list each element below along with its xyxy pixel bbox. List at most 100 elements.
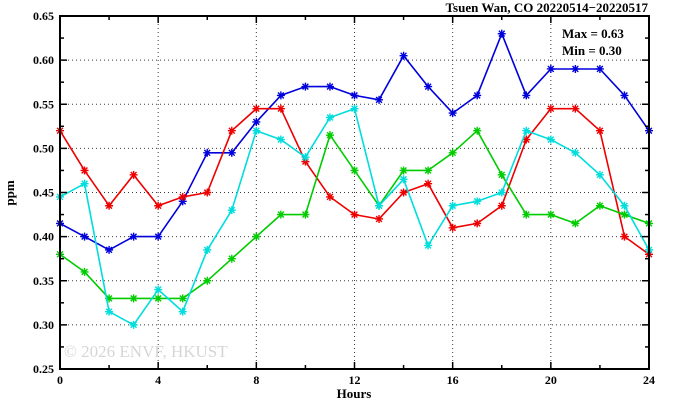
x-tick-label: 20 <box>545 373 557 387</box>
watermark: © 2026 ENVF, HKUST <box>64 342 228 361</box>
series-green-marker <box>203 276 212 285</box>
x-tick-label: 24 <box>643 373 655 387</box>
series-cyan-marker <box>595 170 604 179</box>
series-red-marker <box>620 232 629 241</box>
series-green-marker <box>595 201 604 210</box>
series-blue-marker <box>546 64 555 73</box>
max-annotation: Max = 0.63 <box>562 26 624 41</box>
x-tick-label: 4 <box>155 373 161 387</box>
series-cyan-marker <box>546 135 555 144</box>
series-blue-marker <box>375 95 384 104</box>
series-red-marker <box>448 223 457 232</box>
series-green-marker <box>424 166 433 175</box>
series-red-marker <box>178 192 187 201</box>
series-red-marker <box>350 210 359 219</box>
series-blue-marker <box>620 91 629 100</box>
y-tick-label: 0.50 <box>33 141 54 155</box>
series-blue-marker <box>595 64 604 73</box>
chart-title: Tsuen Wan, CO 20220514−20220517 <box>446 0 649 15</box>
series-cyan-marker <box>497 188 506 197</box>
series-blue-marker <box>424 82 433 91</box>
series-green-marker <box>129 294 138 303</box>
series-blue-marker <box>203 148 212 157</box>
series-green-marker <box>522 210 531 219</box>
y-tick-label: 0.45 <box>33 186 54 200</box>
series-green-marker <box>350 166 359 175</box>
series-red-marker <box>497 201 506 210</box>
series-blue-marker <box>350 91 359 100</box>
x-tick-label: 8 <box>253 373 259 387</box>
series-green-marker <box>154 294 163 303</box>
series-blue-marker <box>178 197 187 206</box>
series-green-marker <box>620 210 629 219</box>
series-blue-marker <box>473 91 482 100</box>
series-green-marker <box>399 166 408 175</box>
series-red-marker <box>375 214 384 223</box>
series-red-marker <box>522 135 531 144</box>
series-blue-marker <box>571 64 580 73</box>
series-cyan-marker <box>301 153 310 162</box>
series-red-marker <box>473 219 482 228</box>
series-cyan-marker <box>325 113 334 122</box>
series-cyan-marker <box>276 135 285 144</box>
series-cyan-marker <box>620 201 629 210</box>
series-blue-marker <box>325 82 334 91</box>
y-tick-label: 0.40 <box>33 230 54 244</box>
series-blue-marker <box>105 245 114 254</box>
series-cyan-marker <box>178 307 187 316</box>
series-red-marker <box>227 126 236 135</box>
gridlines <box>60 16 649 369</box>
series-green-marker <box>252 232 261 241</box>
series-red-marker <box>252 104 261 113</box>
series-cyan-marker <box>105 307 114 316</box>
series-blue-marker <box>399 51 408 60</box>
series-cyan-marker <box>350 104 359 113</box>
series-green-marker <box>325 131 334 140</box>
series-green-marker <box>571 219 580 228</box>
series-green-marker <box>497 170 506 179</box>
series-red-marker <box>105 201 114 210</box>
series-cyan-marker <box>571 148 580 157</box>
series-red-marker <box>154 201 163 210</box>
series-green-marker <box>448 148 457 157</box>
series-red-marker <box>546 104 555 113</box>
series-cyan-marker <box>375 201 384 210</box>
series-red-marker <box>301 157 310 166</box>
series-blue-marker <box>252 117 261 126</box>
series-blue-marker <box>448 109 457 118</box>
series-red-marker <box>595 126 604 135</box>
y-tick-label: 0.35 <box>33 274 54 288</box>
series-blue-marker <box>276 91 285 100</box>
series-blue-marker <box>301 82 310 91</box>
series-green-marker <box>80 267 89 276</box>
series-green-marker <box>546 210 555 219</box>
series-blue-marker <box>154 232 163 241</box>
x-tick-label: 0 <box>57 373 63 387</box>
series-blue-marker <box>129 232 138 241</box>
series-lines <box>56 29 653 329</box>
y-tick-label: 0.65 <box>33 9 54 23</box>
series-red-marker <box>276 104 285 113</box>
series-blue-marker <box>522 91 531 100</box>
series-cyan-marker <box>522 126 531 135</box>
series-green-marker <box>473 126 482 135</box>
x-axis-label: Hours <box>337 386 372 401</box>
series-green-marker <box>227 254 236 263</box>
series-green-marker <box>178 294 187 303</box>
series-cyan-marker <box>424 241 433 250</box>
axes-frame <box>59 15 650 370</box>
series-red-marker <box>424 179 433 188</box>
y-tick-label: 0.55 <box>33 97 54 111</box>
series-blue-marker <box>227 148 236 157</box>
tick-labels: 0.25 0.30 0.35 0.40 0.45 0.50 0.55 0.60 0.65 0 4 8 1… <box>33 9 655 387</box>
x-tick-label: 12 <box>349 373 361 387</box>
series-cyan-marker <box>129 320 138 329</box>
y-tick-label: 0.30 <box>33 318 54 332</box>
series-cyan-marker <box>80 179 89 188</box>
series-red-marker <box>203 188 212 197</box>
series-red-marker <box>80 166 89 175</box>
y-axis-label: ppm <box>2 180 17 205</box>
series-green-marker <box>301 210 310 219</box>
series-cyan-marker <box>227 206 236 215</box>
